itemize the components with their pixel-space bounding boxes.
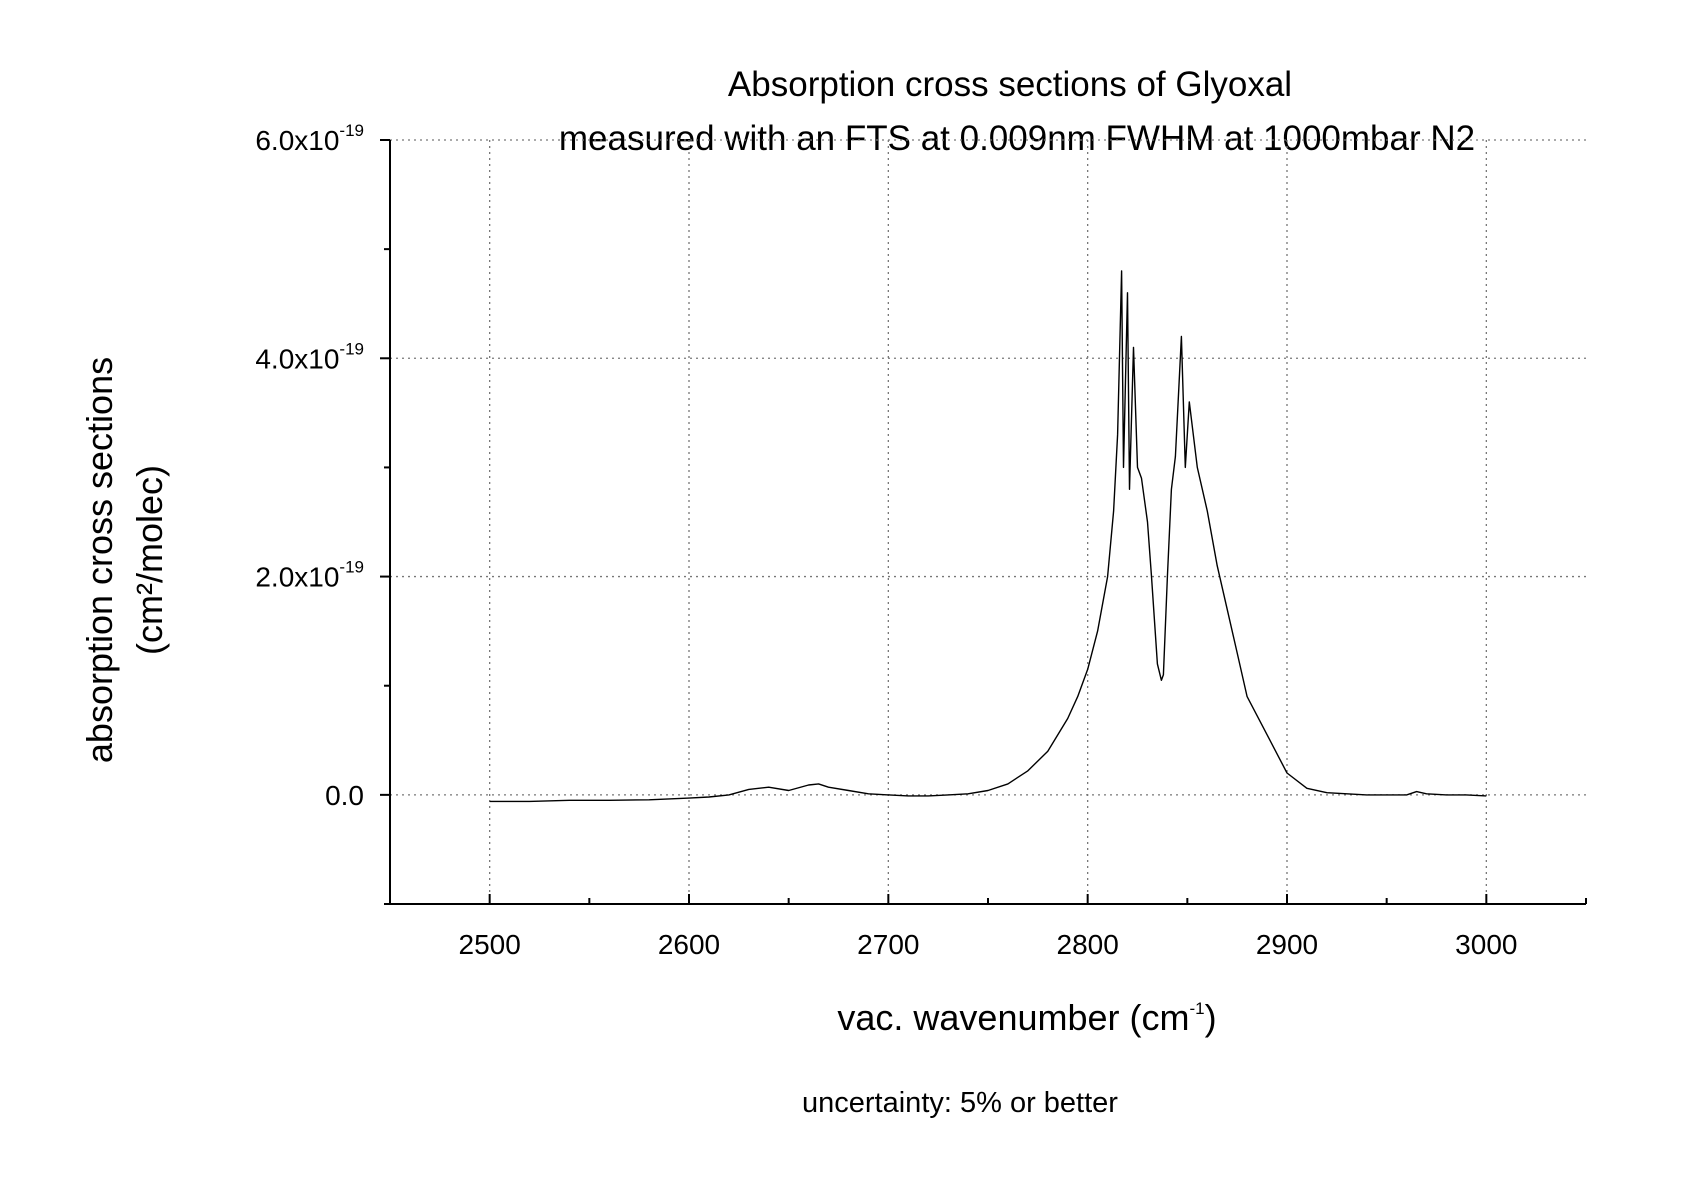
- x-tick-label: 2900: [1256, 929, 1318, 960]
- chart-title-line-2: measured with an FTS at 0.009nm FWHM at …: [559, 119, 1475, 158]
- y-tick-label: 0.0: [325, 780, 364, 811]
- spectrum-line: [489, 270, 1487, 803]
- ticks: 2500 2600 2700 2800 2900 3000 0.0 2.0x10-19 4.0x…: [255, 121, 1587, 960]
- y-tick-label: 6.0x10-19: [255, 121, 364, 156]
- x-tick-label: 2500: [459, 929, 521, 960]
- series-layer: [489, 270, 1487, 803]
- x-tick-label: 2800: [1057, 929, 1119, 960]
- grid-lines: [390, 139, 1586, 904]
- uncertainty-note: uncertainty: 5% or better: [802, 1087, 1118, 1119]
- axes: [389, 140, 1586, 905]
- x-tick-label: 3000: [1455, 929, 1517, 960]
- y-tick-label: 2.0x10-19: [255, 558, 364, 593]
- y-tick-label: 4.0x10-19: [255, 339, 364, 374]
- x-axis-title: vac. wavenumber (cm-1): [837, 997, 1216, 1038]
- chart-title-line-1: Absorption cross sections of Glyoxal: [728, 65, 1292, 104]
- x-tick-label: 2600: [658, 929, 720, 960]
- y-axis-title: absorption cross sections (cm²/molec): [79, 357, 170, 763]
- x-tick-label: 2700: [857, 929, 919, 960]
- y-axis-title-line-1: absorption cross sections: [79, 357, 120, 763]
- y-axis-title-line-2: (cm²/molec): [129, 465, 170, 655]
